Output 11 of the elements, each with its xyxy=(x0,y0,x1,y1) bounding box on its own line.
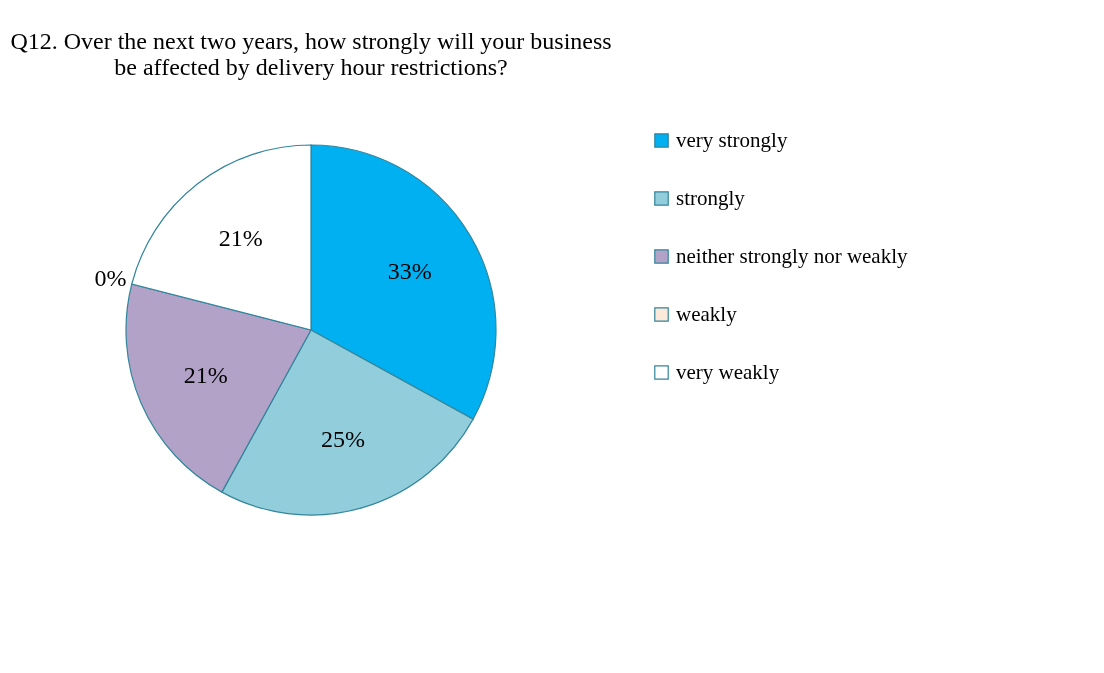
data-label: 25% xyxy=(321,426,365,453)
text: 0% xyxy=(94,264,127,291)
legend-label: very strongly xyxy=(676,127,788,152)
data-label: 21% xyxy=(183,361,228,388)
legend-label: strongly xyxy=(676,185,746,210)
legend-label: neither strongly nor weakly xyxy=(676,243,909,268)
legend-label: very weakly xyxy=(676,359,780,384)
chart-title: Q12. Over the next two years, how strongly will your business be affected by delivery hour restrictions? xyxy=(10,28,612,80)
legend-label: weakly xyxy=(676,301,738,326)
data-label: 21% xyxy=(218,225,263,252)
data-label: 33% xyxy=(387,257,432,284)
